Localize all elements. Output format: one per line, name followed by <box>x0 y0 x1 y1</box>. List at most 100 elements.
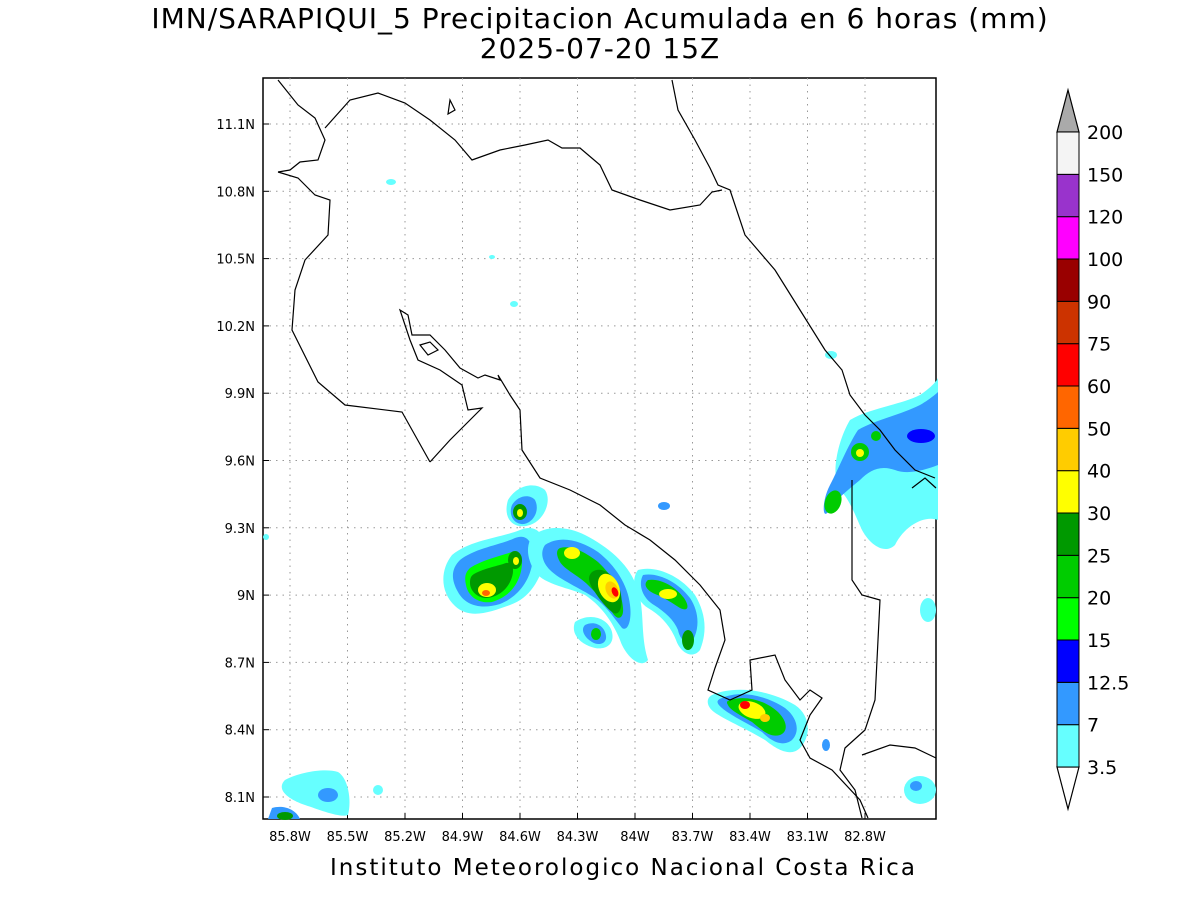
rain-cell <box>824 490 842 514</box>
rain-cell <box>513 557 519 565</box>
lon-tick-label: 82.8W <box>844 830 886 845</box>
caribbean-coast <box>671 79 936 479</box>
colorbar-label: 7 <box>1087 715 1099 737</box>
lon-tick-label: 83.1W <box>787 830 829 845</box>
colorbar-swatch <box>1056 216 1080 260</box>
lon-tick-label: 85.5W <box>327 830 369 845</box>
rain-cell <box>386 179 396 185</box>
colorbar-label: 50 <box>1087 418 1111 440</box>
burica-coast <box>861 744 937 759</box>
rain-cell <box>482 590 490 596</box>
rain-cell <box>510 301 518 307</box>
lat-tick-label: 9.6N <box>225 455 255 470</box>
map-datetime: 2025-07-20 15Z <box>479 32 721 65</box>
lon-tick-label: 84.6W <box>499 830 541 845</box>
rain-cell <box>760 714 770 722</box>
nicoya-gulf <box>398 308 869 819</box>
colorbar-label: 40 <box>1087 461 1111 483</box>
colorbar-label: 60 <box>1087 376 1111 398</box>
precipitation-shading <box>263 179 938 820</box>
rain-cell <box>489 255 495 259</box>
rain-cell <box>517 509 523 517</box>
colorbar-swatch <box>1056 681 1080 726</box>
colorbar-label: 120 <box>1087 207 1123 229</box>
lat-tick-label: 10.2N <box>216 320 255 335</box>
rain-cell <box>591 628 601 640</box>
colorbar-label: 75 <box>1087 334 1111 356</box>
lon-tick-label: 83.4W <box>729 830 771 845</box>
rain-cell <box>564 547 580 559</box>
colorbar-label: 30 <box>1087 503 1111 525</box>
rain-cell <box>263 534 269 540</box>
rain-cell <box>822 739 830 751</box>
colorbar-label: 15 <box>1087 630 1111 652</box>
map-title: IMN/SARAPIQUI_5 Precipitacion Acumulada … <box>151 2 1049 35</box>
nicaragua-border <box>277 79 326 173</box>
rain-cell <box>682 630 694 650</box>
colorbar-label: 3.5 <box>1087 757 1117 779</box>
coastlines <box>277 79 937 819</box>
colorbar-label: 150 <box>1087 164 1123 186</box>
rain-cell <box>907 429 935 443</box>
lat-tick-label: 8.7N <box>225 656 255 671</box>
lat-tick-label: 11.1N <box>216 118 255 133</box>
rain-cell <box>740 701 750 709</box>
rain-cell <box>659 589 677 599</box>
panama-border <box>839 480 881 819</box>
lon-tick-label: 85.8W <box>269 830 311 845</box>
colorbar-swatch <box>1056 470 1080 514</box>
colorbar-swatch <box>1056 343 1080 387</box>
island <box>418 341 440 356</box>
colorbar-swatch <box>1056 639 1080 683</box>
longitude-axis: 85.8W 85.5W 85.2W 84.9W 84.6W 84.3W 84W 83.7W 83… <box>269 813 886 845</box>
lat-tick-label: 10.5N <box>216 253 255 268</box>
lat-tick-label: 10.8N <box>216 185 255 200</box>
island <box>447 98 456 116</box>
colorbar-label: 12.5 <box>1087 672 1129 694</box>
rain-cell <box>856 449 864 457</box>
colorbar-swatch <box>1056 597 1080 641</box>
rain-cell <box>920 598 936 622</box>
latitude-axis: 8.1N 8.4N 8.7N 9N 9.3N 9.6N 9.9N 10.2N 10.5N 10.8… <box>216 118 269 806</box>
lon-tick-label: 85.2W <box>384 830 426 845</box>
rain-cell <box>611 587 619 597</box>
colorbar-swatch <box>1056 258 1080 302</box>
colorbar-swatch <box>1056 300 1080 345</box>
lon-tick-label: 84.9W <box>442 830 484 845</box>
colorbar-swatch <box>1056 724 1080 768</box>
lat-tick-label: 9N <box>237 589 255 604</box>
colorbar-label: 90 <box>1087 291 1111 313</box>
colorbar: 3.5 7 12.5 15 20 25 30 40 50 60 75 90 100 120 150 200 <box>1056 87 1129 812</box>
rain-cell <box>910 781 922 791</box>
colorbar-swatch <box>1056 554 1080 599</box>
colorbar-label: 100 <box>1087 249 1123 271</box>
colorbar-label: 25 <box>1087 545 1111 567</box>
lat-tick-label: 8.4N <box>225 724 255 739</box>
rain-cell <box>904 776 936 804</box>
lat-tick-label: 9.3N <box>225 522 255 537</box>
lon-tick-label: 84.3W <box>557 830 599 845</box>
colorbar-swatch <box>1056 385 1080 429</box>
colorbar-label: 200 <box>1087 122 1123 144</box>
colorbar-label: 20 <box>1087 588 1111 610</box>
lon-tick-label: 83.7W <box>672 830 714 845</box>
panama-coast <box>911 477 937 489</box>
colorbar-swatch <box>1056 131 1080 175</box>
colorbar-swatch <box>1056 512 1080 556</box>
rain-cell <box>871 431 881 441</box>
colorbar-swatch <box>1056 173 1080 218</box>
colorbar-swatch <box>1056 427 1080 472</box>
rain-cell <box>281 770 350 816</box>
lat-tick-label: 9.9N <box>225 387 255 402</box>
map-frame <box>262 77 937 820</box>
colorbar-lower-extend <box>1056 766 1080 812</box>
nw-coast <box>277 171 431 463</box>
lat-tick-label: 8.1N <box>225 791 255 806</box>
northern-border <box>324 92 723 211</box>
lon-tick-label: 84W <box>620 830 650 845</box>
rain-cell <box>277 812 293 820</box>
rain-cell <box>318 788 338 802</box>
colorbar-upper-extend <box>1056 87 1080 133</box>
rain-cell <box>658 502 670 510</box>
